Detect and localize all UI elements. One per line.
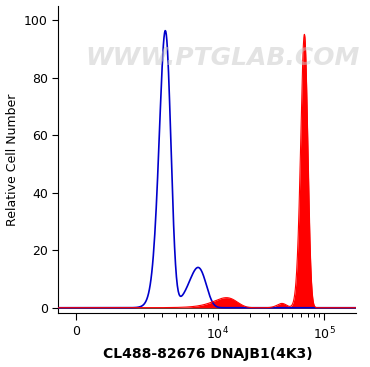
Text: WWW.PTGLAB.COM: WWW.PTGLAB.COM xyxy=(85,46,359,70)
Y-axis label: Relative Cell Number: Relative Cell Number xyxy=(6,93,18,226)
X-axis label: CL488-82676 DNAJB1(4K3): CL488-82676 DNAJB1(4K3) xyxy=(102,348,312,361)
